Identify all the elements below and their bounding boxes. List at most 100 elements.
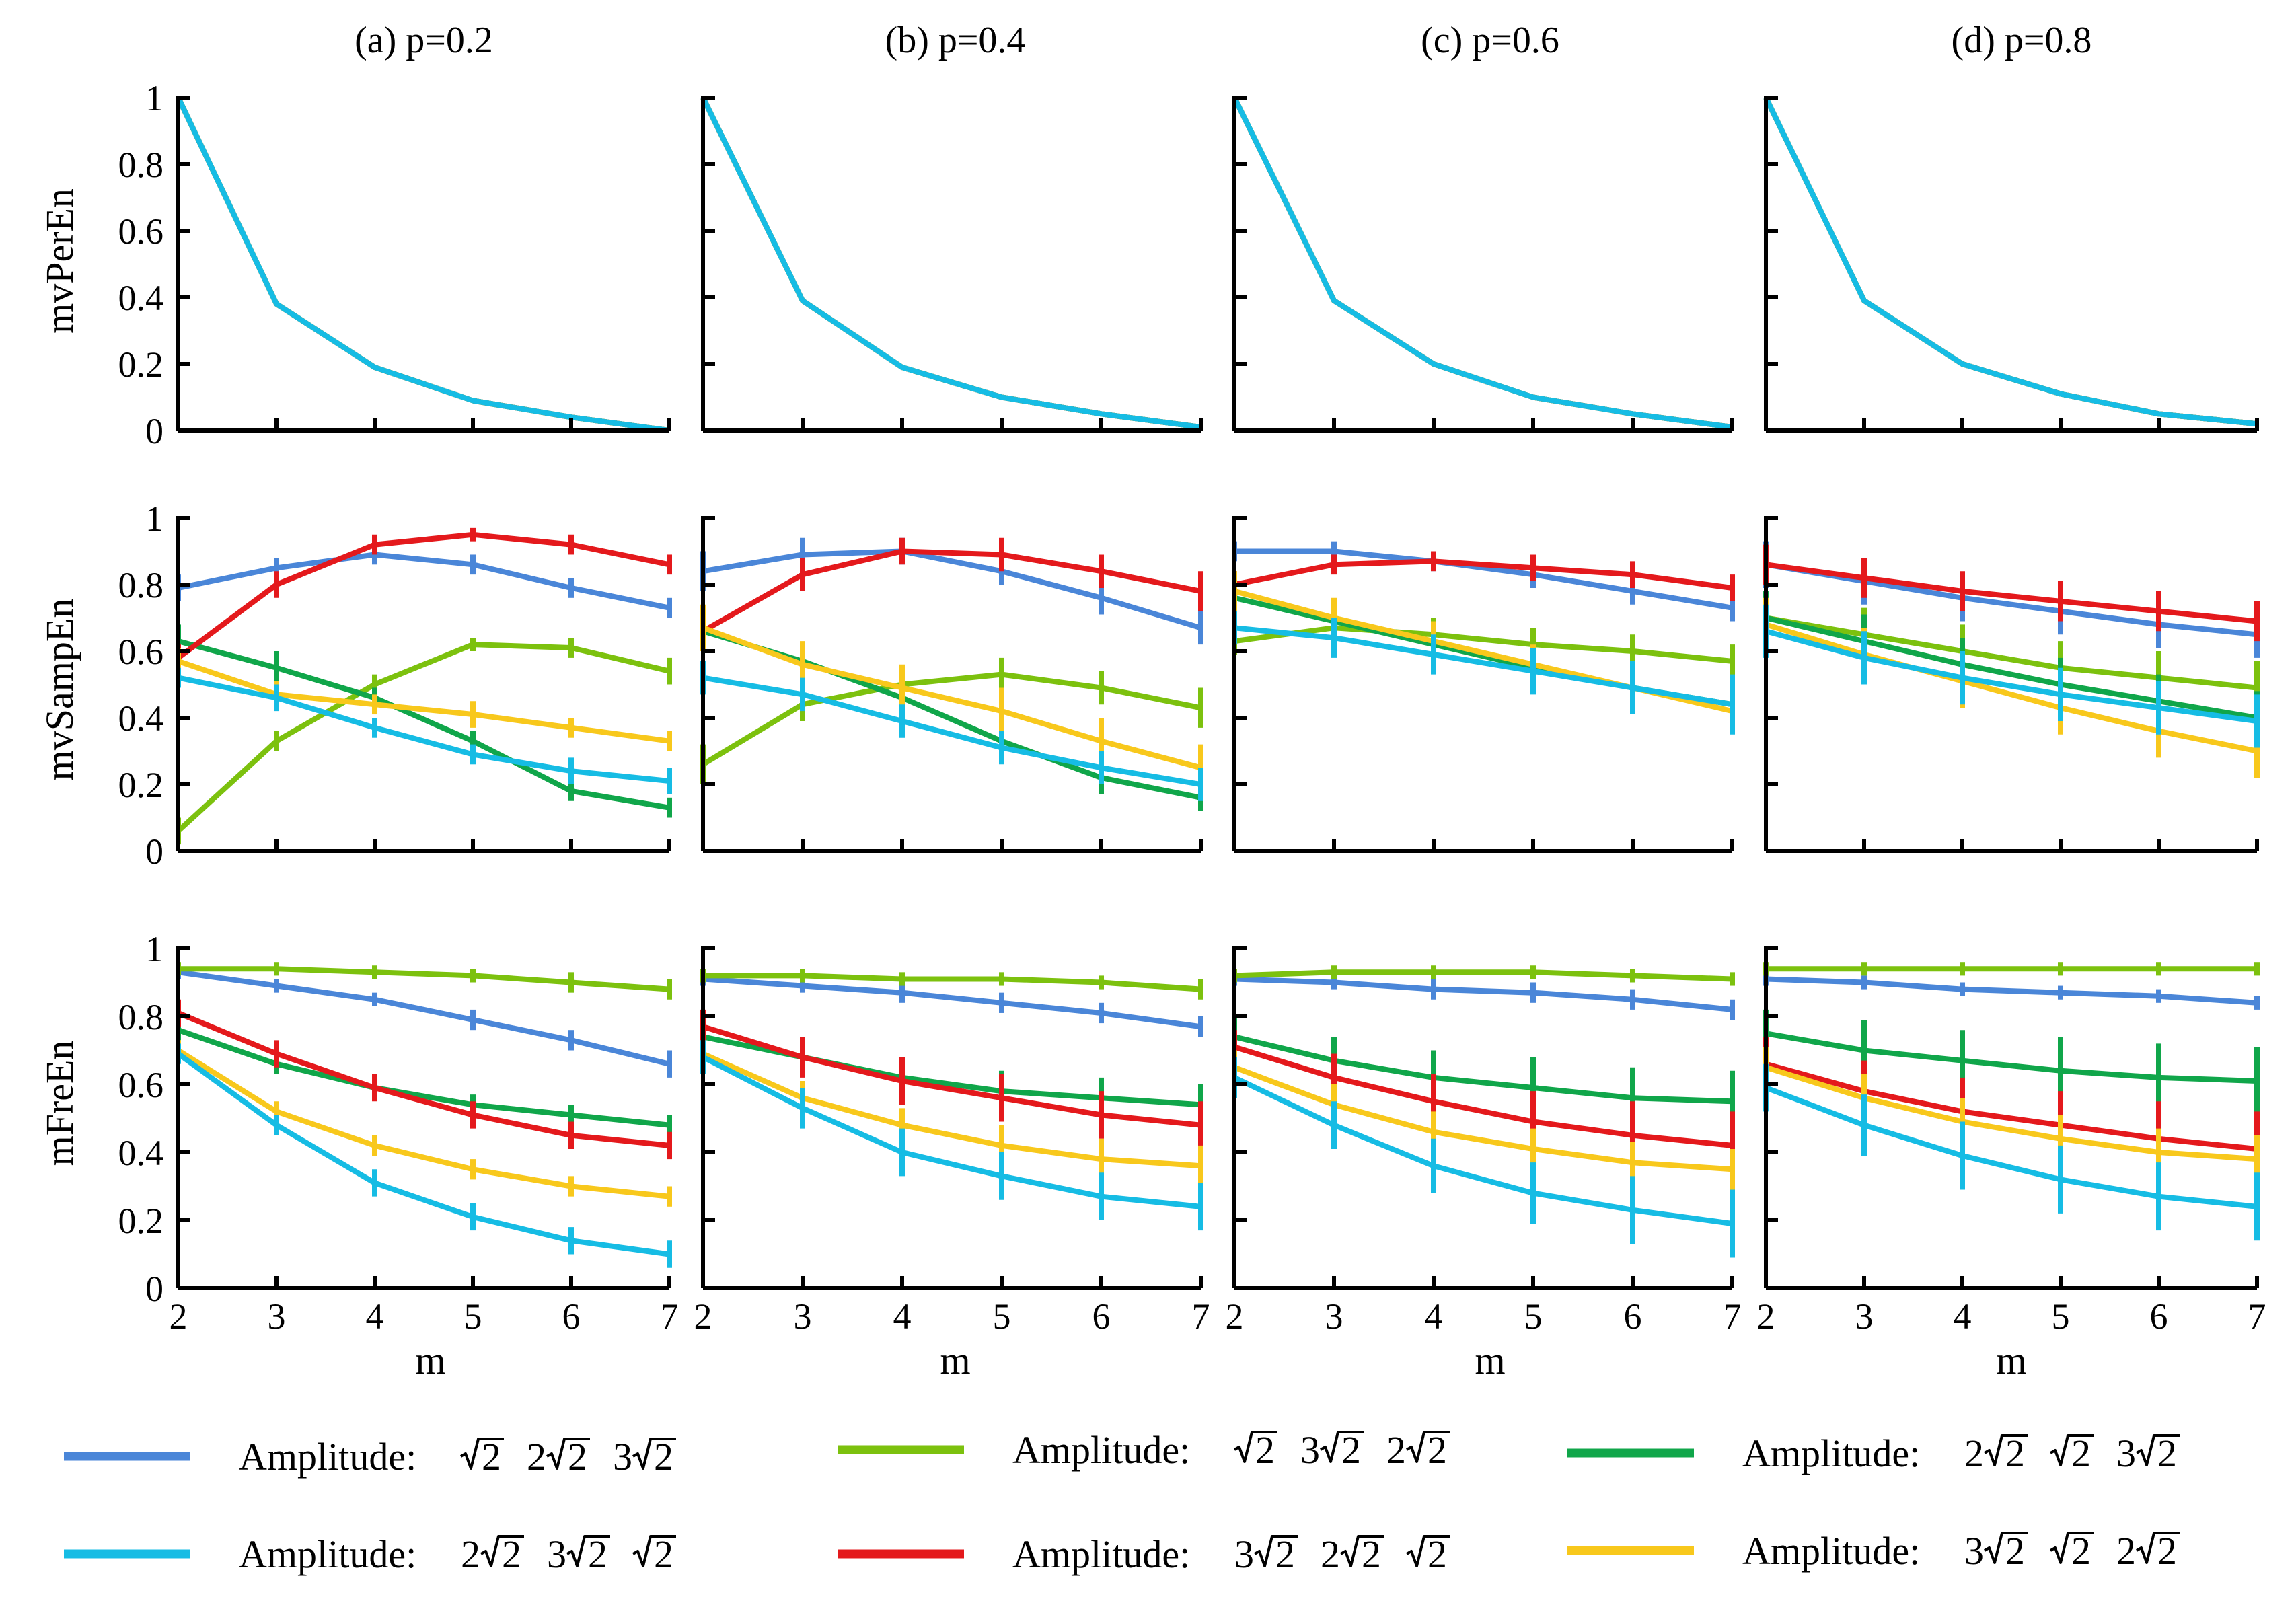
y-tick-label: 0.4 (118, 1133, 164, 1173)
series-line-s1 (1234, 976, 1733, 1012)
series-line-s3 (177, 638, 670, 811)
legend-prefix: Amplitude: (1742, 1431, 1920, 1475)
x-tick-label: 3 (1325, 1296, 1343, 1337)
legend-coefficient: 3 (1300, 1428, 1320, 1472)
series-line-s4 (176, 96, 670, 433)
series-line-s2 (1763, 96, 2258, 427)
series-line-s6 (1232, 96, 1733, 430)
legend-coefficient: 3 (547, 1532, 566, 1576)
series-line-s3 (1765, 615, 2258, 720)
radical-sign (1340, 1535, 1384, 1567)
x-tick-label: 7 (661, 1296, 679, 1337)
column-title: (a) p=0.2 (355, 20, 493, 61)
series-line-s1 (1232, 96, 1733, 430)
panel-mvsampen-0: 0 0.2 0.4 0.6 0.8 1 (118, 498, 672, 872)
panel-mvperen-3 (1763, 96, 2259, 433)
series-line-s4 (1765, 628, 2258, 724)
legend-radicand: 2 (2157, 1529, 2177, 1573)
series-line-s5 (702, 1024, 1201, 1128)
legend-entry-s1: Amplitude: 2 2 2 3 2 (64, 1435, 676, 1479)
legend-radicand: 2 (2005, 1431, 2025, 1475)
series-line-s2 (1234, 625, 1733, 664)
series-line-s1 (176, 96, 670, 433)
x-tick-label: 6 (1093, 1296, 1111, 1337)
x-tick-label: 2 (1757, 1296, 1775, 1337)
panel-mvsampen-3 (1763, 516, 2260, 853)
series-line-s4 (1765, 1085, 2258, 1209)
y-tick-label: 0.8 (118, 997, 164, 1037)
series-line-s4 (700, 96, 1201, 430)
series-line-s1 (702, 548, 1202, 631)
radical-sign (480, 1535, 524, 1567)
panel-mvperen-0: 0 0.2 0.4 0.6 0.8 1 (118, 78, 671, 451)
legend-radicand: 2 (482, 1435, 501, 1479)
x-tick-label: 4 (893, 1296, 912, 1337)
series-line-s5 (1765, 562, 2258, 624)
x-tick-label: 3 (1855, 1296, 1874, 1337)
radical-sign (2136, 1532, 2180, 1564)
legend-coefficient: 2 (1386, 1428, 1406, 1472)
legend-entry-s4: Amplitude: 2 2 3 2 2 (64, 1532, 676, 1576)
series-line-s2 (703, 973, 1201, 992)
y-tick-label: 0 (145, 411, 163, 451)
series-line-s4 (178, 675, 670, 784)
x-tick-label: 5 (2052, 1296, 2070, 1337)
column-title: (c) p=0.6 (1421, 20, 1559, 61)
series-line-s5 (1765, 1061, 2258, 1152)
series-line-s2 (178, 966, 670, 992)
series-line-s6 (1765, 622, 2258, 754)
legend-radicand: 2 (1428, 1428, 1447, 1472)
x-tick-label: 5 (464, 1296, 482, 1337)
y-tick-label: 0.6 (118, 632, 164, 672)
radical-sign (632, 1438, 676, 1470)
legend-radicand: 2 (568, 1435, 587, 1479)
series-line-s3 (1234, 1034, 1733, 1105)
panel-mfreen-1: 2 3 4 5 6 7 (694, 946, 1210, 1337)
series-line-s3 (1765, 1031, 2258, 1084)
panels: 0 0.2 0.4 0.6 0.8 1 0 0.2 0.4 0.6 0.8 1 0 0.2 0.4 0.6 0.… (118, 78, 2266, 1337)
radical-sign (1320, 1431, 1364, 1463)
legend-radicand: 2 (654, 1532, 673, 1576)
panel-mvsampen-2 (1232, 516, 1735, 853)
legend-radicand: 2 (654, 1435, 673, 1479)
legend-coefficient: 3 (613, 1435, 632, 1479)
series-line-s5 (1234, 558, 1733, 591)
x-axis-labels: m m m m (415, 1339, 2026, 1382)
series-line-s6 (702, 625, 1202, 771)
legend-entry-s2: Amplitude: 2 3 2 2 2 (838, 1428, 1450, 1472)
series-line-s5 (176, 531, 670, 661)
x-tick-label: 6 (1624, 1296, 1642, 1337)
series-line-s5 (176, 96, 670, 433)
series-line-s5 (177, 1010, 670, 1148)
series-line-s3 (1232, 96, 1733, 430)
radical-sign (1254, 1535, 1298, 1567)
x-tick-label: 6 (562, 1296, 581, 1337)
x-tick-label: 7 (2248, 1296, 2266, 1337)
legend-coefficient: 3 (1964, 1529, 1984, 1573)
y-tick-label: 0.2 (118, 344, 164, 385)
legend-prefix: Amplitude: (1012, 1532, 1190, 1576)
legend-entry-s3: Amplitude: 2 2 2 3 2 (1567, 1431, 2180, 1475)
series-line-s3 (177, 1027, 670, 1128)
series-line-s3 (700, 96, 1201, 430)
series-line-s6 (1763, 96, 2258, 427)
radical-sign (460, 1438, 504, 1470)
x-tick-label: 2 (170, 1296, 188, 1337)
series-line-s2 (176, 642, 670, 833)
legend-prefix: Amplitude: (239, 1435, 416, 1479)
series-line-s4 (176, 1051, 670, 1257)
x-axis-label: m (940, 1339, 970, 1382)
x-tick-label: 4 (1425, 1296, 1443, 1337)
radical-sign (566, 1535, 610, 1567)
series-line-s1 (700, 96, 1201, 430)
series-line-s1 (1234, 548, 1733, 611)
legend-radicand: 2 (502, 1532, 521, 1576)
series-line-s1 (1763, 96, 2258, 427)
series-line-s2 (700, 96, 1201, 430)
series-line-s3 (1763, 96, 2258, 427)
radical-sign (2050, 1532, 2094, 1564)
x-axis-label: m (1475, 1339, 1505, 1382)
series-line-s4 (1234, 625, 1733, 708)
